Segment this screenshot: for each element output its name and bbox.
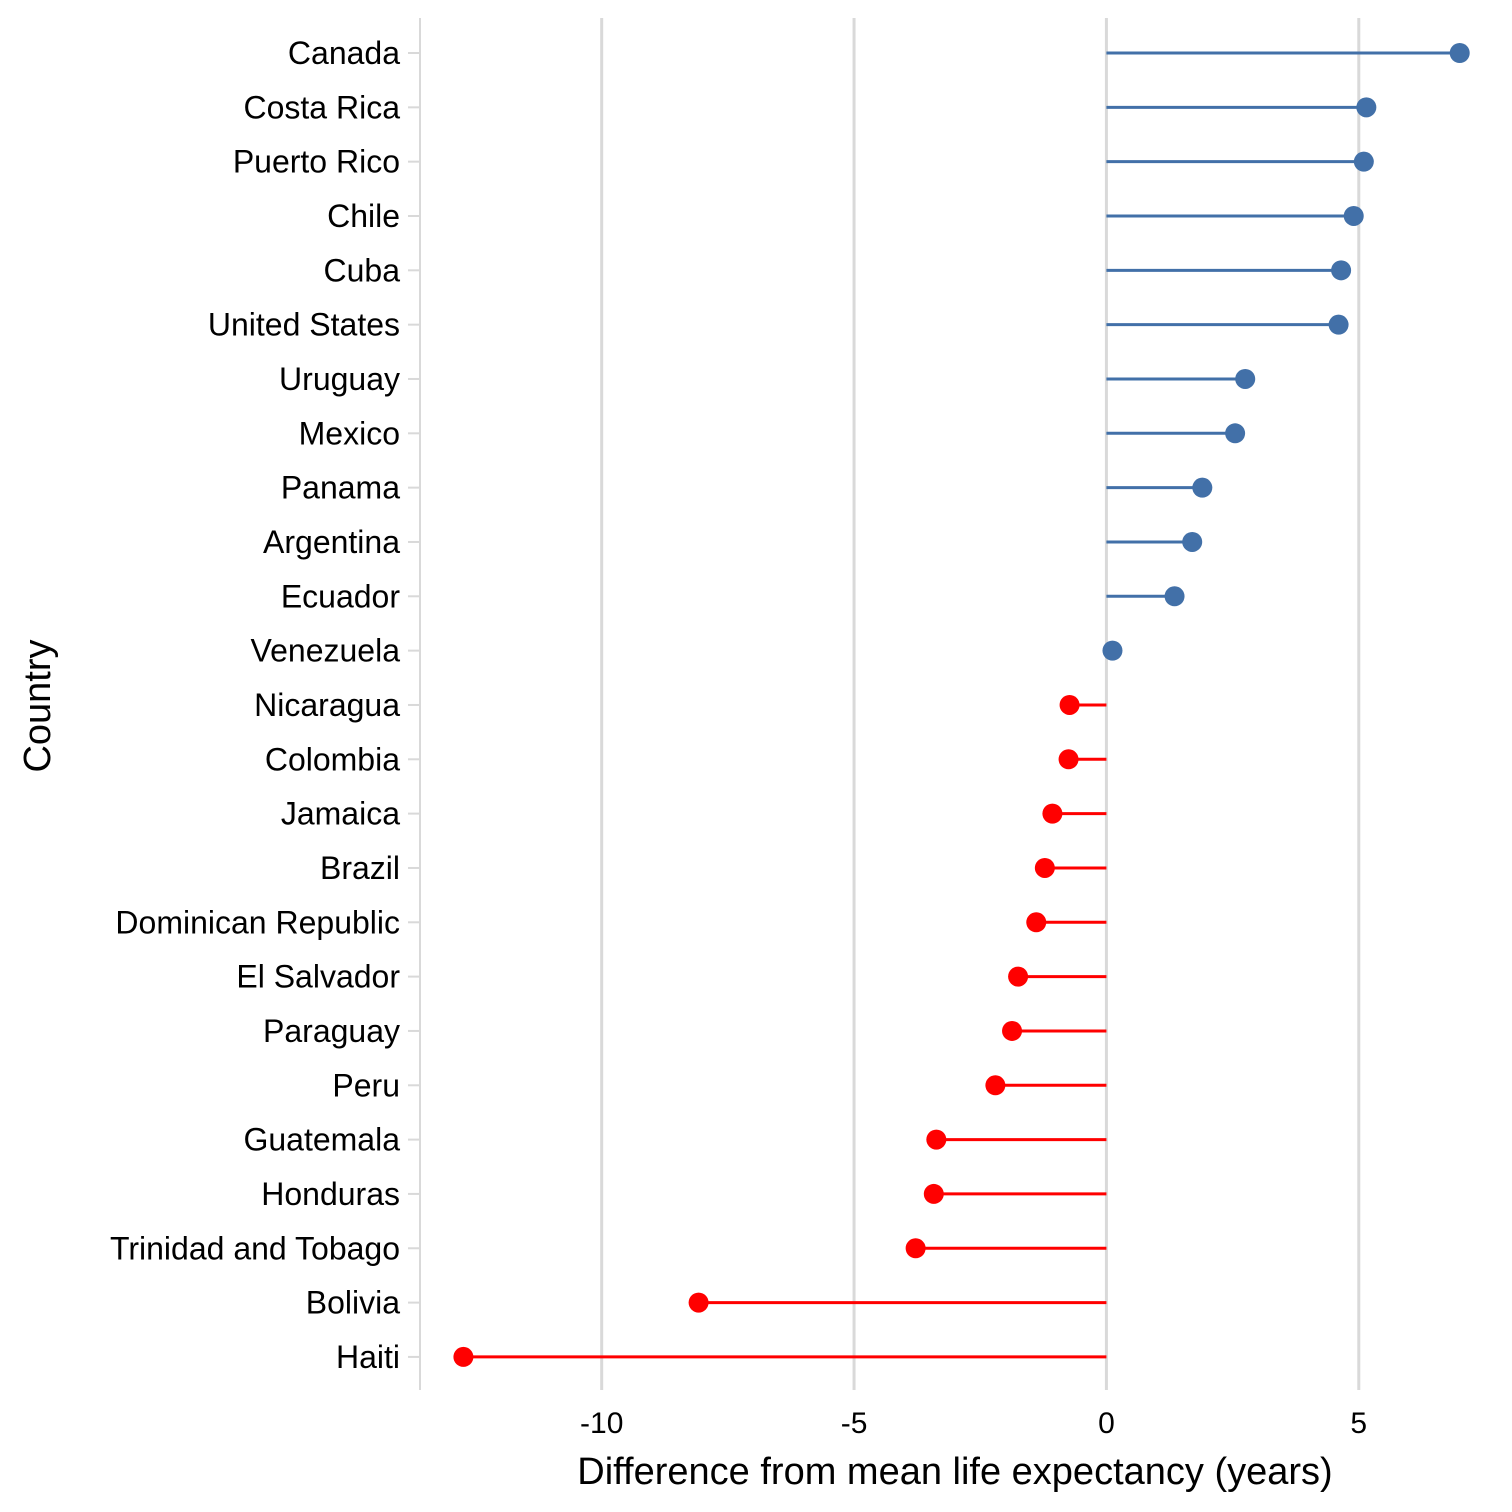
country-label-layer: Canada Costa Rica Puerto Rico Chile Cuba Unit… [110, 35, 400, 1375]
lollipop-point [1102, 640, 1123, 661]
country-label: Panama [281, 470, 400, 506]
country-label: Colombia [265, 741, 400, 777]
lollipop-point [1008, 966, 1029, 987]
lollipop-point [1225, 423, 1246, 444]
lollipop-point [688, 1292, 709, 1313]
lollipop-point [1353, 151, 1374, 172]
country-label: Paraguay [263, 1013, 400, 1049]
country-label: Ecuador [281, 578, 401, 614]
lollipop-point [1002, 1020, 1023, 1041]
ytick-layer [408, 52, 420, 1358]
country-label: Guatemala [243, 1122, 400, 1158]
country-label: Canada [288, 35, 400, 71]
country-label: Nicaragua [254, 687, 400, 723]
lollipop-point [1356, 97, 1377, 118]
country-label: Brazil [320, 850, 400, 886]
lollipop-point [905, 1238, 926, 1259]
lollipop-point [1059, 694, 1080, 715]
country-label: Uruguay [279, 361, 400, 397]
country-label: Peru [332, 1067, 400, 1103]
lollipop-point [1164, 586, 1185, 607]
country-label: Puerto Rico [233, 144, 400, 180]
country-label: Bolivia [306, 1285, 400, 1321]
country-label: Venezuela [251, 633, 401, 669]
x-tick-label: 5 [1350, 1407, 1367, 1440]
lollipop-point [923, 1183, 944, 1204]
lollipop-point [1026, 912, 1047, 933]
country-label: Costa Rica [244, 89, 401, 125]
x-tick-label: -10 [580, 1407, 623, 1440]
x-axis-title: Difference from mean life expectancy (ye… [577, 1451, 1332, 1493]
country-label: Argentina [263, 524, 400, 560]
y-axis-title: Country [17, 639, 59, 772]
lollipop-point [1182, 531, 1203, 552]
lollipop-point [1042, 803, 1063, 824]
country-label: Trinidad and Tobago [110, 1230, 400, 1266]
lollipop-point [1058, 749, 1079, 770]
country-label: Chile [327, 198, 400, 234]
country-label: Dominican Republic [115, 904, 400, 940]
lollipop-point [1235, 368, 1256, 389]
x-tick-label: 0 [1098, 1407, 1115, 1440]
lollipop-point [1331, 260, 1352, 281]
lollipop-point [926, 1129, 947, 1150]
lollipop-point [1034, 857, 1055, 878]
lollipop-point [1192, 477, 1213, 498]
grid-layer [600, 18, 1361, 1390]
country-label: Mexico [299, 415, 400, 451]
lollipop-point [453, 1346, 474, 1367]
country-label: United States [208, 307, 400, 343]
country-label: Jamaica [281, 796, 400, 832]
lollipop-point [1328, 314, 1349, 335]
country-label: El Salvador [236, 959, 400, 995]
lollipop-point [1449, 43, 1470, 63]
stem-layer [463, 51, 1460, 1359]
dot-layer [453, 43, 1470, 1367]
country-label: Cuba [324, 252, 401, 288]
xtick-label-layer: -10 -5 0 5 [580, 1407, 1367, 1440]
lollipop-point [985, 1075, 1006, 1096]
country-label: Haiti [336, 1339, 400, 1375]
country-label: Honduras [261, 1176, 400, 1212]
x-tick-label: -5 [841, 1407, 868, 1440]
lollipop-point [1343, 205, 1364, 226]
